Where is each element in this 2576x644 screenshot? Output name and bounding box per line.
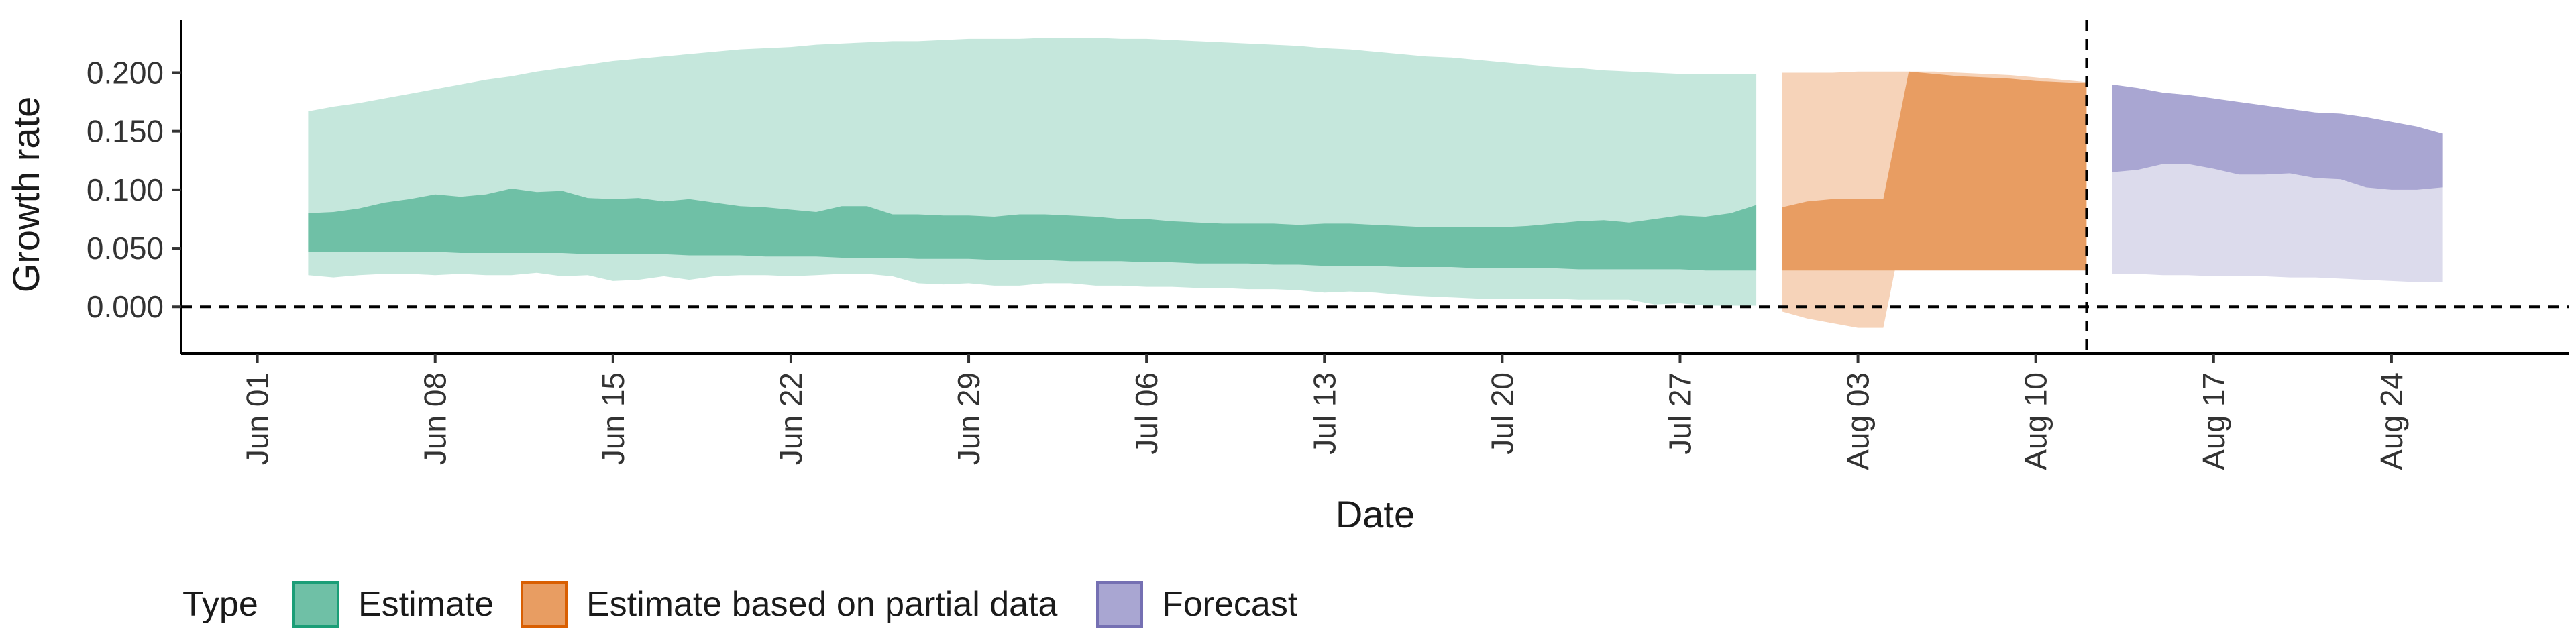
x-tick-label: Jun 01 xyxy=(240,372,275,465)
forecast-legend-swatch xyxy=(1096,581,1143,628)
estimate-legend-swatch xyxy=(292,581,339,628)
y-tick-label: 0.050 xyxy=(87,231,164,266)
x-tick-label: Aug 17 xyxy=(2196,372,2231,470)
estimate-legend-label: Estimate xyxy=(358,585,494,624)
estimate-based-on-partial-data-legend-label: Estimate based on partial data xyxy=(586,585,1058,624)
plot-areas xyxy=(308,38,2443,328)
y-axis-title: Growth rate xyxy=(5,97,47,293)
y-tick-label: 0.150 xyxy=(87,114,164,149)
legend-title: Type xyxy=(182,585,258,624)
x-axis-title: Date xyxy=(1336,493,1415,535)
y-tick-label: 0.200 xyxy=(87,55,164,90)
x-tick-label: Jul 06 xyxy=(1129,372,1164,455)
x-tick-label: Aug 03 xyxy=(1841,372,1876,470)
x-tick-label: Aug 24 xyxy=(2374,372,2409,470)
estimate-inner-band xyxy=(308,189,1757,271)
x-tick-label: Jul 13 xyxy=(1307,372,1342,455)
x-tick-label: Aug 10 xyxy=(2019,372,2053,470)
y-tick-label: 0.000 xyxy=(87,289,164,324)
x-tick-label: Jun 15 xyxy=(596,372,631,465)
x-tick-label: Jul 27 xyxy=(1663,372,1698,455)
forecast-legend-label: Forecast xyxy=(1162,585,1298,624)
legend: Type Estimate Estimate based on partial da… xyxy=(182,581,1298,628)
forecast-inner-band xyxy=(2112,84,2443,190)
estimate-based-on-partial-data-legend-swatch xyxy=(521,581,568,628)
x-tick-label: Jun 29 xyxy=(951,372,986,465)
x-tick-label: Jul 20 xyxy=(1485,372,1519,455)
estimate-based-on-partial-data-inner-band xyxy=(1782,71,2087,271)
x-tick-label: Jun 22 xyxy=(773,372,808,465)
y-tick-label: 0.100 xyxy=(87,172,164,207)
reference-lines xyxy=(181,20,2569,354)
axes: 0.000 0.050 0.100 0.150 0.200 Jun 01 Jun 08 Jun… xyxy=(87,20,2569,470)
x-tick-label: Jun 08 xyxy=(418,372,453,465)
